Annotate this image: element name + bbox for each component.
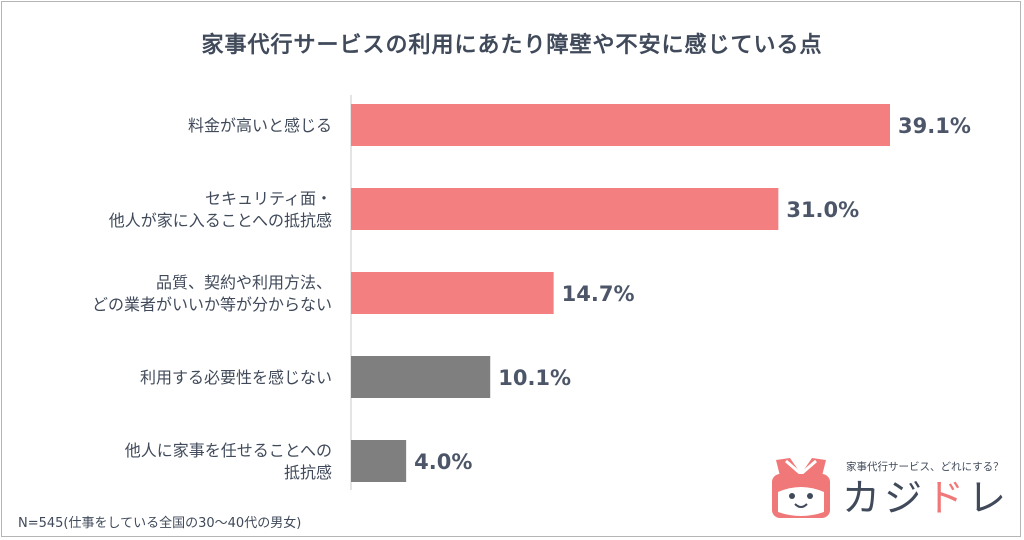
bar-5 <box>351 440 407 482</box>
bars-group <box>351 104 890 482</box>
value-label-3: 14.7% <box>562 282 635 306</box>
category-label-2-line-1: セキュリティ面・ <box>205 189 332 208</box>
bar-1 <box>351 104 890 146</box>
brand-logo: 家事代行サービス、どれにする？ カジドレ <box>762 452 1006 524</box>
logo-tagline: 家事代行サービス、どれにする？ <box>846 461 1004 473</box>
logo-text-accent: ド <box>926 476 969 520</box>
bar-4 <box>351 356 491 398</box>
value-label-5: 4.0% <box>414 450 472 474</box>
category-label-4: 利用する必要性を感じない <box>140 368 332 387</box>
category-label-2-line-2: 他人が家に入ることへの抵抗感 <box>109 211 332 230</box>
footnote: N=545(仕事をしている全国の30〜40代の男女) <box>18 516 302 531</box>
chart-title: 家事代行サービスの利用にあたり障壁や不安に感じている点 <box>201 33 823 58</box>
category-label-1: 料金が高いと感じる <box>188 116 332 135</box>
bar-3 <box>351 272 554 314</box>
logo-text-end: レ <box>968 476 1011 520</box>
kajidore-mascot-icon <box>772 458 830 518</box>
value-label-1: 39.1% <box>898 114 971 138</box>
value-label-4: 10.1% <box>498 366 571 390</box>
category-label-5-line-2: 抵抗感 <box>284 463 332 482</box>
logo-text-main: カジ <box>842 476 927 520</box>
logo-wordmark: カジドレ <box>842 476 1010 520</box>
category-label-3-line-2: どの業者がいいか等が分からない <box>92 295 332 314</box>
bar-2 <box>351 188 779 230</box>
value-label-2: 31.0% <box>786 198 859 222</box>
category-label-3-line-1: 品質、契約や利用方法、 <box>156 273 332 292</box>
category-label-5-line-1: 他人に家事を任せることへの <box>125 441 332 460</box>
